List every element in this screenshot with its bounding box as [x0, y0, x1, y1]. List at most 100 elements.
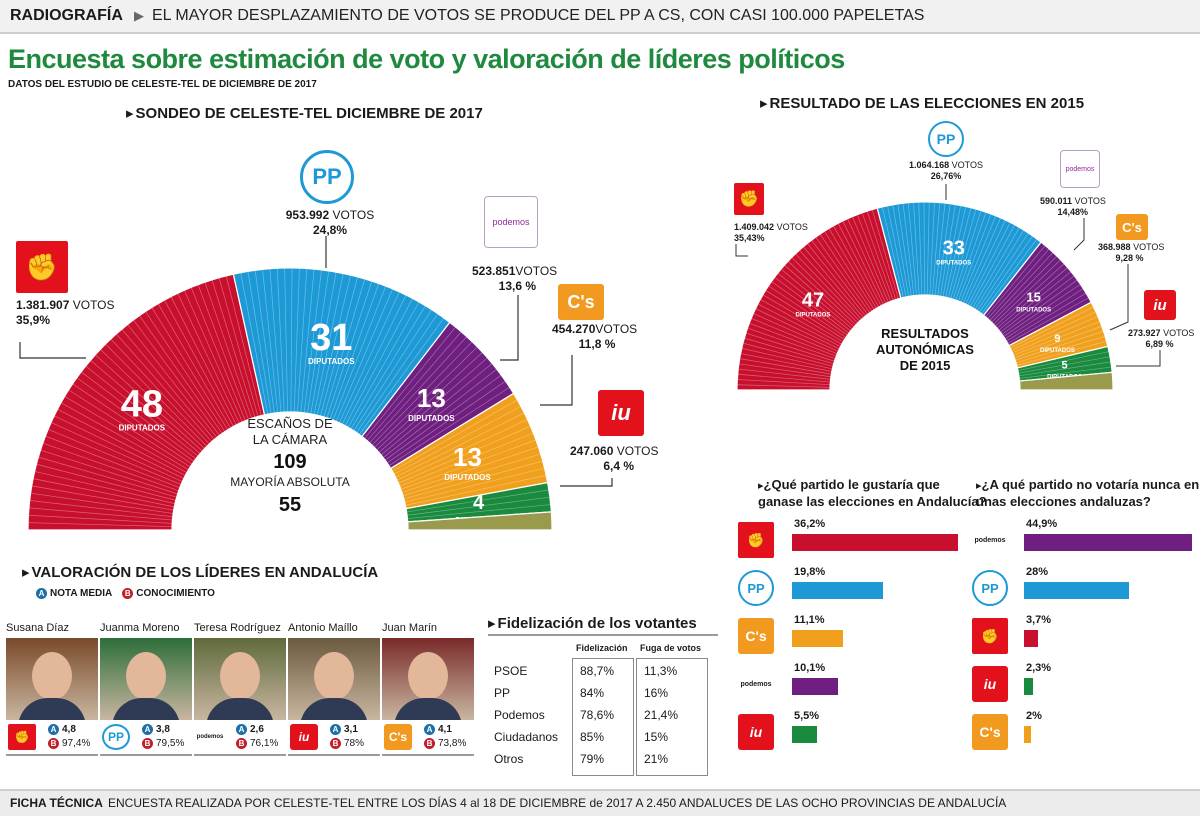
svg-text:RESULTADOS: RESULTADOS: [881, 326, 969, 341]
seat-count-podemos: 15: [1026, 289, 1040, 304]
leader-photo: [100, 638, 192, 720]
leader-name: Juanma Moreno: [100, 622, 192, 638]
bar-value-label: 36,2%: [794, 518, 825, 530]
svg-text:AUTONÓMICAS: AUTONÓMICAS: [876, 342, 974, 357]
seat-unit-label: DIPUTADOS: [936, 260, 971, 266]
callout-line: [736, 244, 748, 256]
ficha-kicker: FICHA TÉCNICA: [10, 796, 103, 810]
cs-2015-votes: 368.988 VOTOS 9,28 %: [1098, 242, 1164, 264]
bar-value-label: 10,1%: [794, 662, 825, 674]
table-cell: 78,6%: [580, 708, 614, 722]
seat-count-psoe: 47: [802, 290, 824, 312]
bar-cs: [792, 630, 843, 647]
svg-text:DE 2015: DE 2015: [900, 358, 951, 373]
table-cell: 79%: [580, 752, 604, 766]
seat-unit-label: DIPUTADOS: [1016, 307, 1051, 313]
pp-logo-icon: PP: [972, 570, 1008, 606]
pp-logo-icon: PP: [928, 121, 964, 157]
leader-name: Teresa Rodríguez: [194, 622, 286, 638]
bar-value-label: 11,1%: [794, 614, 825, 626]
leaders-title: VALORACIÓN DE LOS LÍDERES EN ANDALUCÍA: [22, 563, 378, 581]
bar-value-label: 5,5%: [794, 710, 819, 722]
pp-logo-icon: PP: [738, 570, 774, 606]
bar-value-label: 28%: [1026, 566, 1048, 578]
leader-photo: [382, 638, 474, 720]
podemos-2015-votes: 590.011 VOTOS 14,48%: [1040, 196, 1106, 218]
bar-psoe: [1024, 630, 1038, 647]
seat-count-iu: 5: [1062, 360, 1068, 372]
conocimiento-badge-icon: B: [330, 738, 341, 749]
bar-value-label: 2,3%: [1026, 662, 1051, 674]
bar-iu: [1024, 678, 1033, 695]
iu-logo-icon: iu: [290, 724, 318, 750]
nota-badge-icon: A: [36, 588, 47, 599]
podemos-logo-icon: podemos: [972, 522, 1008, 558]
conocimiento-badge-icon: B: [122, 588, 133, 599]
seat-unit-label: DIPUTADOS: [1040, 348, 1075, 354]
leader-photo: [288, 638, 380, 720]
leader-photo: [194, 638, 286, 720]
bar-value-label: 3,7%: [1026, 614, 1051, 626]
leader-name: Susana Díaz: [6, 622, 98, 638]
cs-logo-icon: C's: [738, 618, 774, 654]
table-row-label: Otros: [494, 752, 523, 766]
table-cell: 85%: [580, 730, 604, 744]
iu-logo-icon: iu: [972, 666, 1008, 702]
legend-conocimiento: CONOCIMIENTO: [136, 588, 215, 599]
psoe-logo-icon: ✊: [738, 522, 774, 558]
bar-podemos: [1024, 534, 1192, 551]
ficha-text: ENCUESTA REALIZADA POR CELESTE-TEL ENTRE…: [108, 796, 1006, 810]
nota-badge-icon: A: [330, 724, 341, 735]
table-cell: 11,3%: [644, 664, 677, 678]
iu-logo-icon: iu: [738, 714, 774, 750]
iu-2015-votes: 273.927 VOTOS 6,89 %: [1128, 328, 1194, 350]
leader-photo: [6, 638, 98, 720]
bar-value-label: 19,8%: [794, 566, 825, 578]
fidelizacion-rule: [488, 634, 718, 636]
nota-badge-icon: A: [142, 724, 153, 735]
nota-badge-icon: A: [236, 724, 247, 735]
cs-logo-icon: C's: [972, 714, 1008, 750]
conocimiento-badge-icon: B: [142, 738, 153, 749]
bar-pp: [792, 582, 883, 599]
table-header: Fidelización: [576, 643, 628, 653]
podemos-logo-icon: podemos: [196, 724, 224, 750]
table-cell: 21,4%: [644, 708, 678, 722]
cs-logo-icon: C's: [1116, 214, 1148, 240]
bar-value-label: 44,9%: [1026, 518, 1057, 530]
table-row-label: PSOE: [494, 664, 527, 678]
conocimiento-badge-icon: B: [424, 738, 435, 749]
bar-pp: [1024, 582, 1129, 599]
table-cell: 16%: [644, 686, 668, 700]
table-cell: 88,7%: [580, 664, 614, 678]
bar-cs: [1024, 726, 1031, 743]
bar-podemos: [792, 678, 838, 695]
table-header: Fuga de votos: [640, 643, 701, 653]
conocimiento-badge-icon: B: [236, 738, 247, 749]
podemos-logo-icon: podemos: [738, 666, 774, 702]
table-row-label: Ciudadanos: [494, 730, 558, 744]
fidelizacion-title: Fidelización de los votantes: [488, 614, 697, 632]
callout-line: [1116, 350, 1160, 366]
